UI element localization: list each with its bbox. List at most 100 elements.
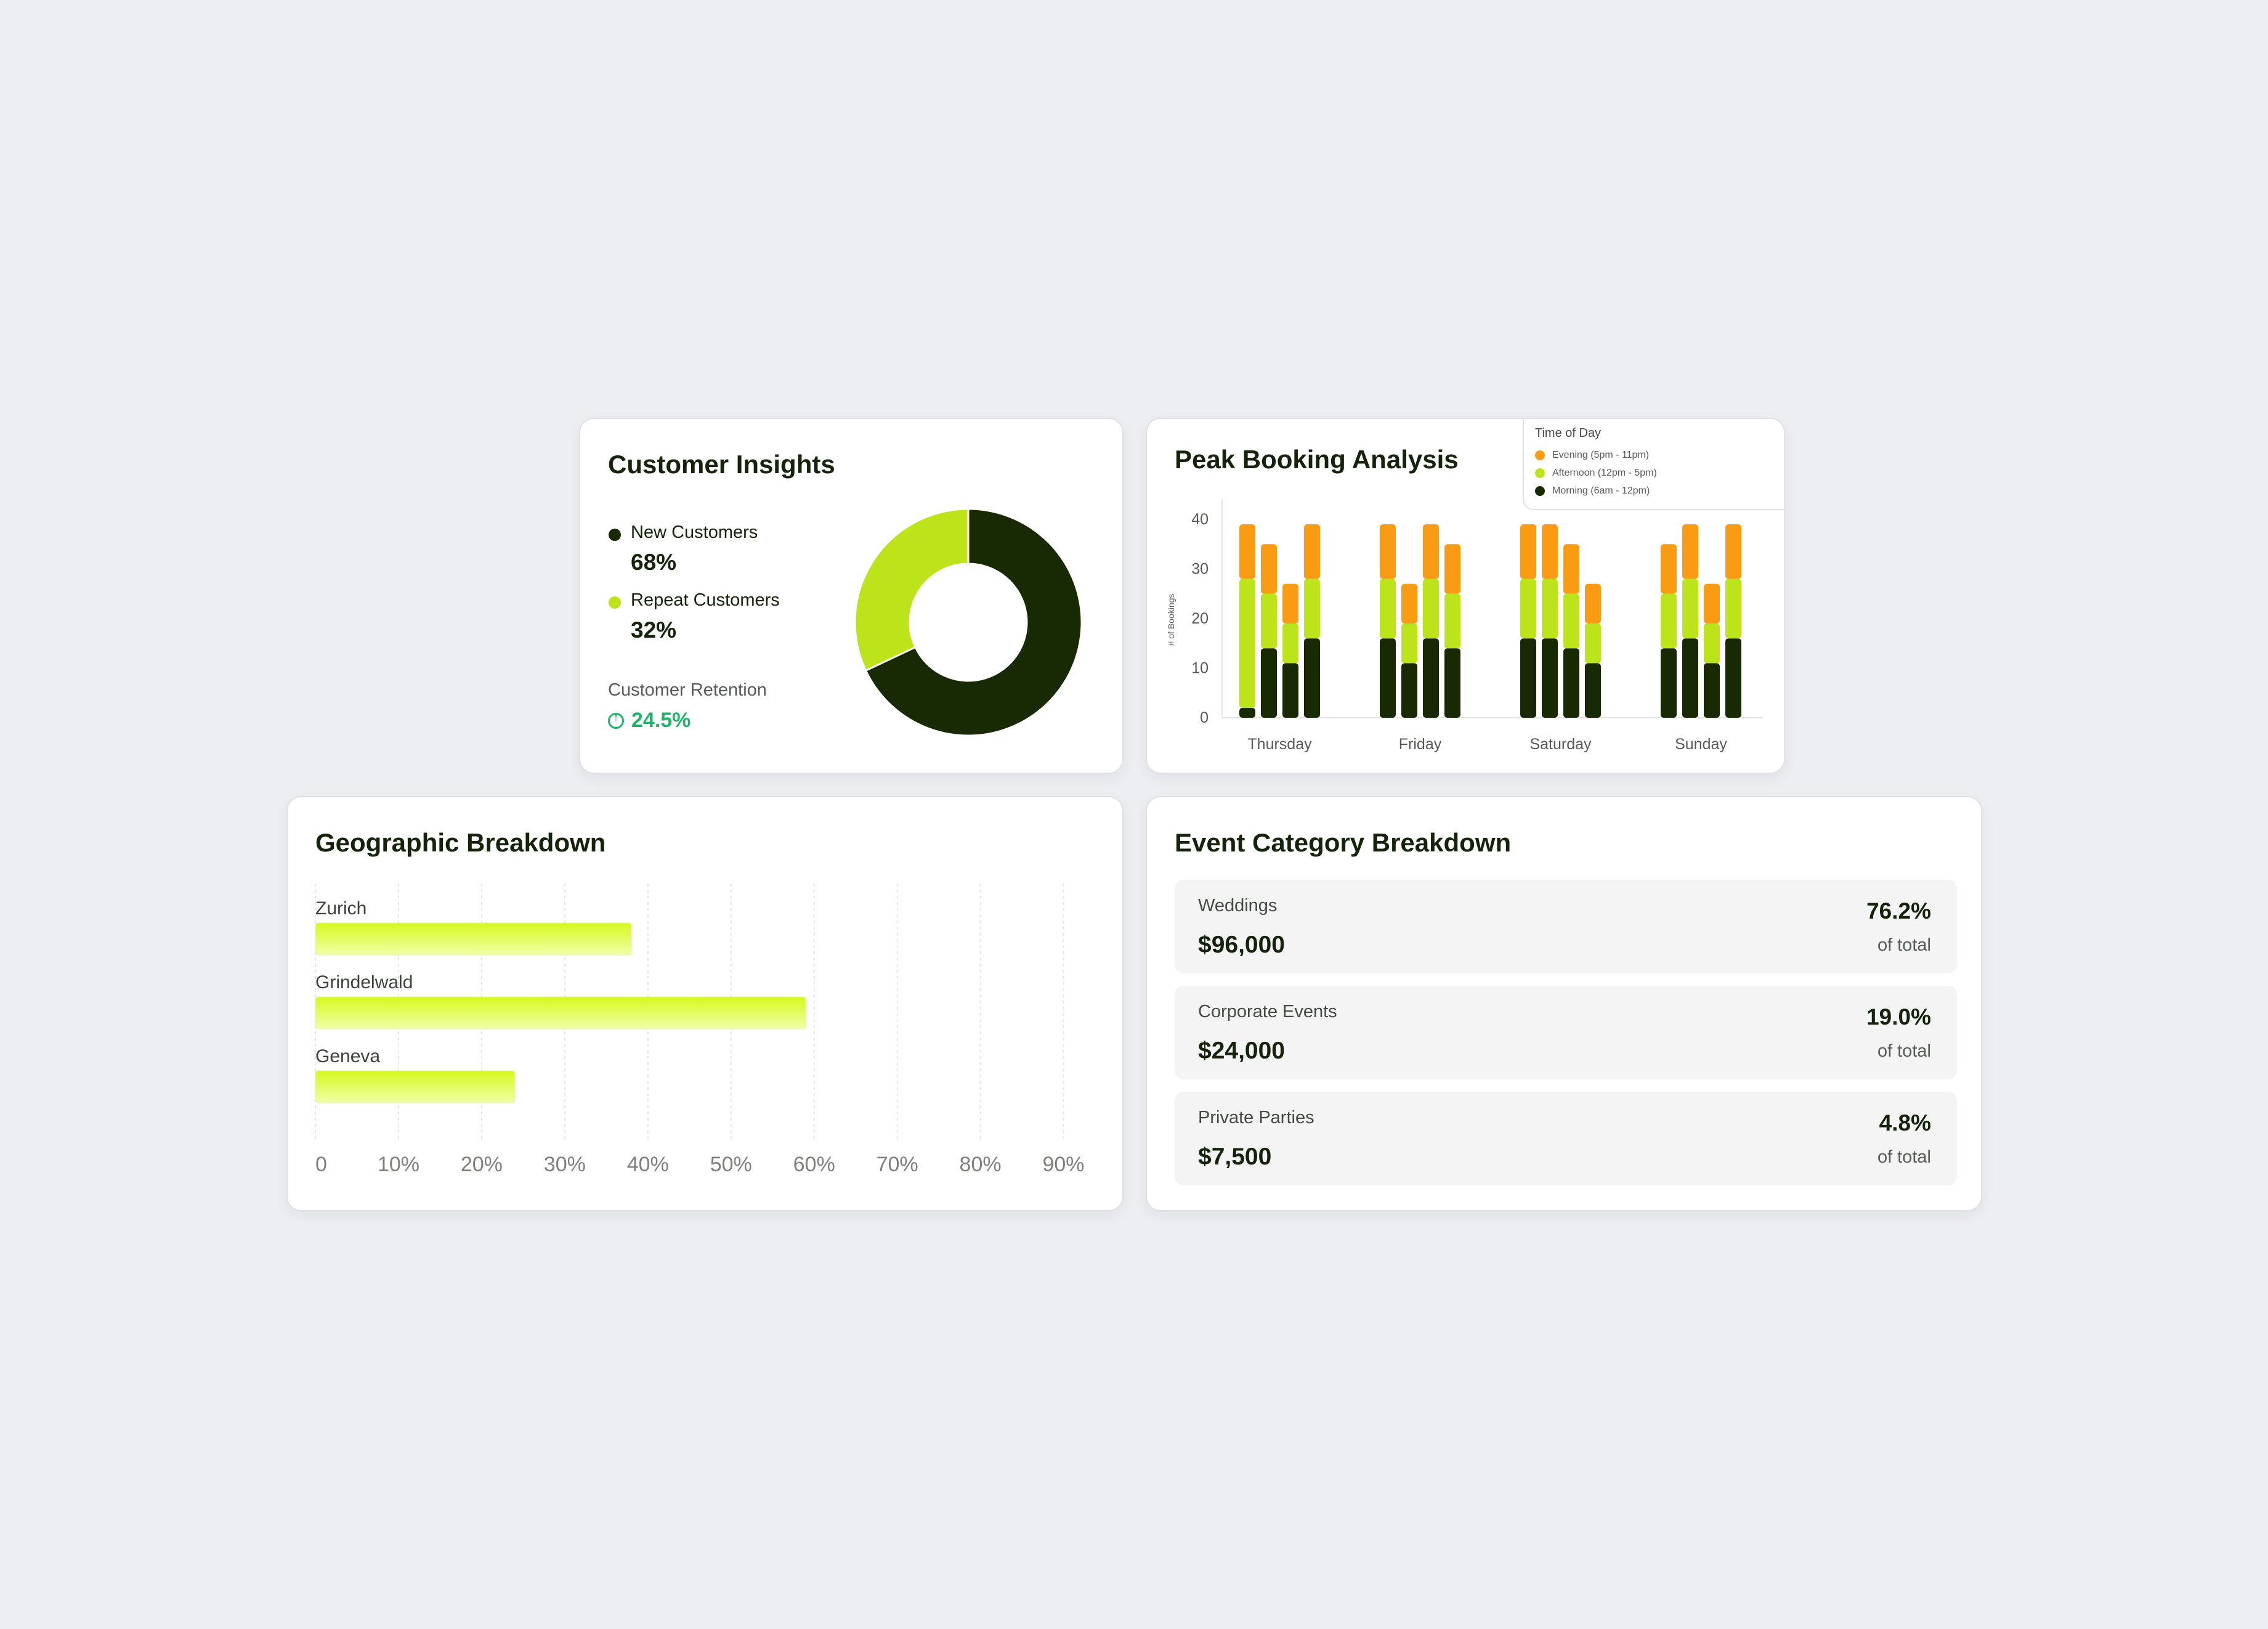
legend-dot-afternoon (1535, 468, 1545, 478)
event-percent: 76.2% (1866, 898, 1931, 924)
legend-label: Morning (6am - 12pm) (1552, 485, 1650, 496)
x-tick-label: Sunday (1675, 736, 1727, 753)
legend-label-repeat: Repeat Customers (631, 590, 780, 610)
donut-slice-repeat-customers (854, 508, 970, 672)
event-percent-caption: of total (1877, 935, 1931, 955)
arrow-up-circle-icon (608, 711, 624, 729)
bar-segment (1423, 638, 1439, 718)
geographic-breakdown-card: Geographic Breakdown 0 10% 20% 30% 40% 50% 60%… (286, 796, 1124, 1211)
bar-segment (1401, 624, 1417, 664)
x-tick-label: Saturday (1529, 736, 1592, 753)
card-title: Geographic Breakdown (315, 828, 606, 857)
bar-segment (1239, 524, 1255, 579)
bar-segment (1239, 579, 1255, 708)
geographic-bar-chart: 0 10% 20% 30% 40% 50% 60% 70% 80% 90% Zurich Grinde… (315, 884, 1085, 1176)
card-title: Customer Insights (608, 450, 835, 479)
event-percent: 19.0% (1866, 1004, 1931, 1030)
card-title: Event Category Breakdown (1175, 828, 1512, 857)
event-amount: $96,000 (1198, 932, 1285, 958)
bar-segment (1380, 638, 1396, 718)
bar-segment (1520, 524, 1536, 579)
legend-label: Afternoon (12pm - 5pm) (1552, 468, 1657, 478)
event-name: Corporate Events (1198, 1002, 1337, 1022)
event-amount: $24,000 (1198, 1038, 1285, 1064)
x-tick-label: 40% (627, 1153, 669, 1176)
category-label: Grindelwald (315, 972, 413, 993)
y-axis-label: # of Bookings (1166, 594, 1176, 646)
bar-segment (1304, 524, 1320, 579)
bar-segment (1585, 663, 1601, 718)
x-tick-label: 60% (793, 1153, 835, 1176)
bar-segment (1661, 648, 1677, 718)
bar-segment (1725, 638, 1741, 718)
bar-segment (1563, 544, 1579, 594)
customer-insights-card: Customer Insights New Customers 68% Repe… (579, 418, 1124, 774)
x-tick-label: 50% (710, 1153, 752, 1176)
x-tick-label: 30% (544, 1153, 586, 1176)
bar-segment (1423, 524, 1439, 579)
legend-dot-morning (1535, 486, 1545, 496)
bar-segment (1444, 648, 1460, 718)
bar-segment (1661, 593, 1677, 649)
bar-segment (1682, 524, 1698, 579)
event-percent-caption: of total (1877, 1041, 1931, 1061)
event-category-card: Event Category Breakdown Weddings $96,00… (1146, 796, 1982, 1211)
retention-percent: 24.5% (631, 709, 691, 732)
legend-dot-evening (1535, 450, 1545, 460)
event-amount: $7,500 (1198, 1144, 1272, 1170)
bar-segment (1282, 583, 1298, 624)
legend-item-morning: Morning (6am - 12pm) (1535, 485, 1650, 497)
y-tick-label: 20 (1191, 610, 1209, 627)
bar-segment (1239, 707, 1255, 718)
x-tick-label: 10% (378, 1153, 419, 1176)
card-title: Peak Booking Analysis (1175, 445, 1459, 474)
x-tick-label: Thursday (1247, 736, 1312, 753)
bar-grindelwald (315, 996, 806, 1030)
bar-segment (1661, 544, 1677, 594)
y-tick-label: 30 (1191, 561, 1209, 578)
bar-segment (1423, 579, 1439, 639)
bar-segment (1682, 579, 1698, 639)
bar-segment (1304, 638, 1320, 718)
category-label: Zurich (315, 898, 367, 919)
event-row-corporate[interactable]: Corporate Events $24,000 19.0% of total (1175, 986, 1957, 1079)
bar-segment (1401, 663, 1417, 718)
peak-booking-chart: # of Bookings 0 10 20 30 40 Thursday Friday Satu… (1166, 499, 1763, 753)
event-row-weddings[interactable]: Weddings $96,000 76.2% of total (1175, 880, 1957, 973)
donut-slice-new-customers (864, 508, 1083, 737)
legend-value-new: 68% (631, 550, 677, 575)
x-tick-label: 70% (877, 1153, 918, 1176)
bar-segment (1444, 544, 1460, 594)
x-tick-label: 20% (461, 1153, 503, 1176)
bar-segment (1261, 648, 1277, 718)
event-percent: 4.8% (1879, 1110, 1931, 1135)
event-row-private[interactable]: Private Parties $7,500 4.8% of total (1175, 1092, 1957, 1185)
legend-value-repeat: 32% (631, 617, 677, 643)
event-name: Private Parties (1198, 1108, 1314, 1127)
event-percent-caption: of total (1877, 1147, 1931, 1167)
bar-segment (1542, 638, 1558, 718)
bar-segment (1261, 544, 1277, 594)
x-tick-label: Friday (1399, 736, 1442, 753)
legend-item-evening: Evening (5pm - 11pm) (1535, 450, 1649, 461)
bar-segment (1282, 624, 1298, 664)
y-tick-label: 0 (1200, 709, 1209, 726)
retention-label: Customer Retention (608, 680, 767, 700)
bar-segment (1585, 624, 1601, 664)
legend-dot-new (609, 529, 621, 541)
legend-title: Time of Day (1535, 426, 1602, 440)
bar-segment (1563, 593, 1579, 649)
x-tick-label: 90% (1042, 1153, 1084, 1176)
y-tick-label: 10 (1191, 660, 1209, 677)
legend-label: Evening (5pm - 11pm) (1552, 450, 1650, 460)
y-tick-label: 40 (1191, 511, 1209, 528)
bar-segment (1585, 583, 1601, 624)
bar-segment (1304, 579, 1320, 639)
bar-segment (1563, 648, 1579, 718)
bar-segment (1380, 579, 1396, 639)
legend-dot-repeat (609, 596, 621, 609)
bar-segment (1282, 663, 1298, 718)
x-tick-label: 0 (315, 1153, 327, 1176)
x-tick-label: 80% (960, 1153, 1002, 1176)
bar-segment (1704, 663, 1720, 718)
